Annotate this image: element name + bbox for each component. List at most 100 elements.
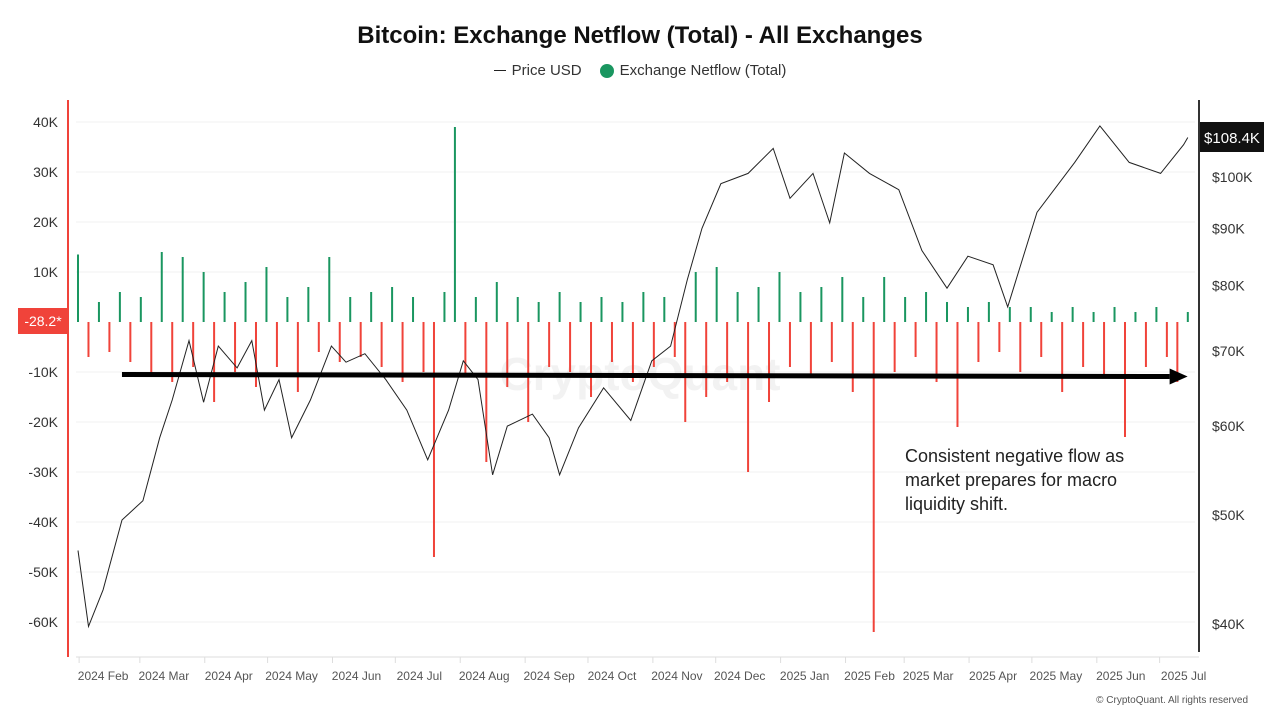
x-tick-label: 2024 May: [265, 669, 318, 683]
netflow-bar: [129, 322, 132, 362]
x-tick-label: 2024 Jun: [332, 669, 381, 683]
x-tick-label: 2024 Sep: [523, 669, 575, 683]
netflow-bar: [234, 322, 237, 372]
netflow-bar: [621, 302, 624, 322]
current-price-badge: [1200, 122, 1264, 152]
netflow-bar: [1019, 322, 1022, 372]
left-tick-label: -10K: [28, 364, 58, 380]
netflow-bar: [715, 267, 718, 322]
netflow-bar: [349, 297, 352, 322]
netflow-bar: [820, 287, 823, 322]
left-tick-label: -20K: [28, 414, 58, 430]
x-tick-label: 2025 Apr: [969, 669, 1017, 683]
current-netflow-badge: [18, 308, 69, 334]
x-tick-label: 2025 Mar: [903, 669, 954, 683]
left-tick-label: -40K: [28, 514, 58, 530]
annotation-arrow: [121, 372, 1170, 379]
x-tick-label: 2024 Aug: [459, 669, 510, 683]
right-tick-label: $70K: [1212, 343, 1245, 359]
netflow-bar: [527, 322, 530, 422]
netflow-bar: [694, 272, 697, 322]
legend-item-netflow[interactable]: Exchange Netflow (Total): [599, 62, 787, 79]
netflow-bar: [118, 292, 121, 322]
netflow-bar: [265, 267, 268, 322]
netflow-bar: [652, 322, 655, 367]
legend-label: Price USD: [511, 62, 582, 79]
right-tick-label: $60K: [1212, 418, 1245, 434]
legend-item-price[interactable]: Price USD: [493, 62, 582, 79]
netflow-bar: [485, 322, 488, 462]
netflow-bar: [307, 287, 310, 322]
netflow-bar: [1082, 322, 1085, 367]
left-tick-label: -30K: [28, 464, 58, 480]
netflow-bar: [1029, 307, 1032, 322]
netflow-bar: [778, 272, 781, 322]
netflow-bar: [673, 322, 676, 357]
netflow-bar: [998, 322, 1001, 352]
netflow-bar: [925, 292, 928, 322]
left-tick-label: 40K: [33, 114, 59, 130]
netflow-bar: [108, 322, 111, 352]
arrow-head-icon: [1169, 368, 1188, 385]
x-tick-label: 2024 Jul: [397, 669, 442, 683]
x-tick-label: 2025 Jul: [1161, 669, 1206, 683]
netflow-bar: [401, 322, 404, 382]
netflow-bar: [97, 302, 100, 322]
x-tick-label: 2025 Jan: [780, 669, 829, 683]
netflow-bar: [1040, 322, 1043, 357]
x-tick-label: 2024 Mar: [139, 669, 190, 683]
legend: Price USD Exchange Netflow (Total): [0, 62, 1280, 79]
current-price-label: $108.4K: [1204, 130, 1260, 147]
netflow-bar: [987, 302, 990, 322]
copyright: © CryptoQuant. All rights reserved: [1096, 695, 1248, 706]
netflow-bar: [883, 277, 886, 322]
x-tick-label: 2025 Feb: [844, 669, 895, 683]
x-tick-label: 2025 May: [1030, 669, 1083, 683]
netflow-bar: [705, 322, 708, 397]
netflow-bar: [160, 252, 163, 322]
annotation-text: Consistent negative flow as market prepa…: [905, 446, 1125, 514]
netflow-bar: [286, 297, 289, 322]
price-line: [77, 125, 1189, 629]
chart-title: Bitcoin: Exchange Netflow (Total) - All …: [357, 22, 923, 49]
left-tick-label: 10K: [33, 264, 59, 280]
netflow-bar: [736, 292, 739, 322]
netflow-bar: [631, 322, 634, 382]
netflow-bar: [139, 297, 142, 322]
netflow-bar: [275, 322, 278, 367]
netflow-bar: [422, 322, 425, 372]
netflow-bar: [684, 322, 687, 422]
x-tick-label: 2024 Feb: [78, 669, 129, 683]
left-tick-label: -50K: [28, 564, 58, 580]
netflow-bar: [192, 322, 195, 367]
x-tick-label: 2024 Apr: [205, 669, 253, 683]
netflow-bar: [77, 254, 79, 322]
netflow-bar: [296, 322, 299, 392]
netflow-bar: [495, 282, 498, 322]
netflow-bar: [359, 322, 362, 357]
netflow-bar: [841, 277, 844, 322]
legend-label: Exchange Netflow (Total): [619, 62, 787, 79]
netflow-bar: [862, 297, 865, 322]
netflow-bar: [317, 322, 320, 352]
netflow-bar: [1186, 312, 1189, 322]
netflow-bar: [768, 322, 771, 402]
netflow-bar: [946, 302, 949, 322]
x-tick-label: 2025 Jun: [1096, 669, 1145, 683]
x-tick-label: 2024 Dec: [714, 669, 765, 683]
netflow-bar: [642, 292, 645, 322]
netflow-bar: [1165, 322, 1168, 357]
netflow-bar: [370, 292, 373, 322]
netflow-bar: [1103, 322, 1106, 377]
netflow-bar: [935, 322, 938, 382]
netflow-bar: [1092, 312, 1095, 322]
netflow-bar: [171, 322, 174, 382]
netflow-bar: [872, 322, 875, 632]
netflow-bar: [569, 322, 572, 372]
netflow-bar: [338, 322, 341, 362]
netflow-bar: [1176, 322, 1179, 382]
netflow-bar: [1061, 322, 1064, 392]
netflow-bar: [412, 297, 415, 322]
x-tick-label: 2024 Oct: [588, 669, 637, 683]
netflow-bar: [579, 302, 582, 322]
